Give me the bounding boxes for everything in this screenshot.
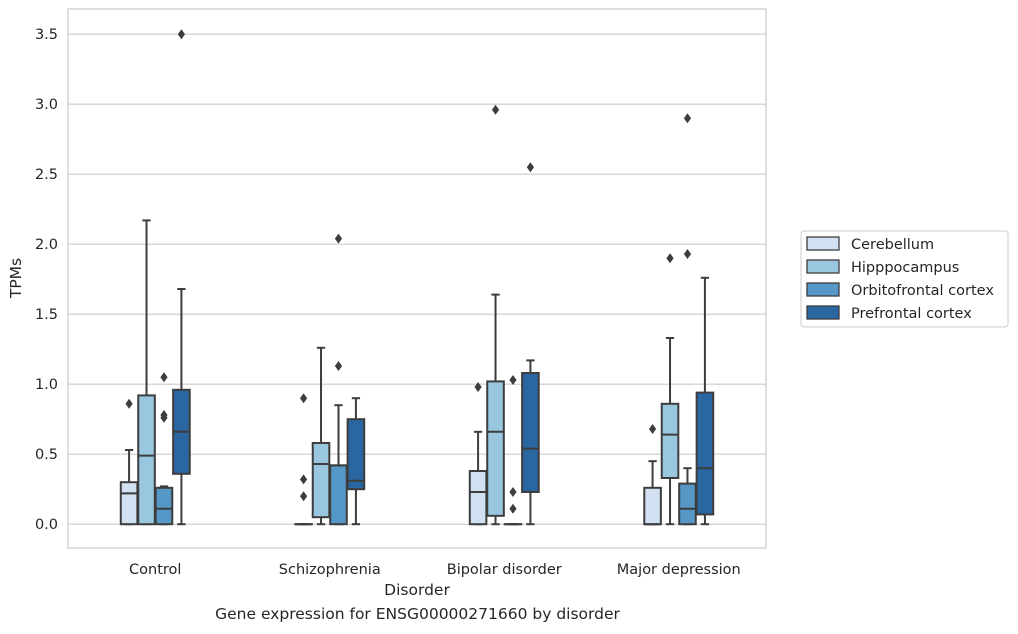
box-group (119, 398, 139, 526)
outlier-point (666, 253, 674, 264)
legend-label: Orbitofrontal cortex (851, 283, 994, 299)
box-iqr (678, 482, 697, 526)
box-group (643, 424, 662, 526)
box-iqr (486, 380, 505, 517)
x-tick-labels: Control Schizophrenia Bipolar disorder Majo… (129, 562, 741, 578)
x-tick-label: Control (129, 562, 181, 578)
x-axis-label: Disorder (384, 581, 450, 599)
outlier-point (509, 487, 517, 497)
outlier-point (334, 233, 343, 244)
legend-swatch (806, 282, 840, 297)
box-iqr (521, 372, 540, 493)
box-group (294, 393, 313, 526)
outlier-point (125, 398, 133, 409)
box-group (172, 29, 191, 526)
box-group (695, 276, 715, 526)
legend-swatch (806, 259, 840, 274)
y-tick-label: 1.0 (35, 377, 58, 393)
y-tick-labels: 0.0 0.5 1.0 1.5 2.0 2.5 3.0 3.5 (35, 27, 58, 533)
box-group (154, 372, 174, 526)
box-group (660, 253, 680, 526)
box-iqr (643, 486, 662, 526)
outlier-point (299, 474, 308, 485)
outlier-point (160, 372, 168, 383)
outlier-point (299, 393, 308, 404)
legend-label: Prefrontal cortex (851, 306, 972, 322)
box-group (678, 113, 697, 526)
boxes (119, 29, 715, 526)
outlier-point (526, 162, 535, 173)
y-tick-label: 0.5 (35, 447, 58, 463)
box-iqr (119, 481, 139, 526)
outlier-point (509, 503, 517, 514)
plot-frame (67, 8, 767, 549)
outlier-point (683, 113, 692, 124)
legend-label: Cerebellum (851, 237, 934, 253)
figure-caption: Gene expression for ENSG00000271660 by d… (215, 605, 620, 623)
outlier-point (334, 361, 343, 371)
outlier-point (474, 382, 482, 392)
box-group (486, 104, 505, 526)
outlier-point (509, 375, 517, 385)
legend: Cerebellum Hipppocampus Orbitofrontal cort… (800, 230, 1009, 328)
outlier-point (491, 104, 500, 115)
box-iqr (695, 391, 715, 516)
box-group (311, 346, 331, 526)
y-tick-label: 3.0 (35, 97, 58, 113)
x-tick-label: Schizophrenia (279, 562, 381, 578)
outlier-point (177, 29, 186, 40)
box-iqr (311, 442, 331, 519)
box-group (521, 162, 540, 526)
y-tick-label: 1.5 (35, 307, 58, 323)
y-tick-label: 2.0 (35, 237, 58, 253)
box-group (346, 397, 366, 526)
x-tick-label: Bipolar disorder (447, 562, 562, 578)
legend-swatch (806, 236, 840, 251)
legend-swatch (806, 305, 840, 320)
legend-label: Hipppocampus (851, 260, 959, 276)
box-group (503, 375, 523, 526)
y-axis-label: TPMs (7, 258, 25, 299)
box-group (137, 219, 156, 526)
y-tick-label: 3.5 (35, 27, 58, 43)
outlier-point (299, 491, 308, 502)
box-iqr (468, 470, 488, 526)
legend-frame (800, 230, 1009, 328)
box-group (329, 233, 348, 526)
box-iqr (329, 464, 348, 526)
y-tick-label: 2.5 (35, 167, 58, 183)
box-group (468, 382, 488, 526)
outlier-point (648, 424, 657, 434)
outlier-point (160, 410, 168, 420)
box-iqr (154, 486, 174, 526)
box-iqr (137, 394, 156, 526)
box-iqr (346, 418, 366, 491)
box-iqr (660, 402, 680, 479)
x-tick-label: Major depression (617, 562, 741, 578)
y-tick-label: 0.0 (35, 517, 58, 533)
outlier-point (683, 249, 692, 259)
